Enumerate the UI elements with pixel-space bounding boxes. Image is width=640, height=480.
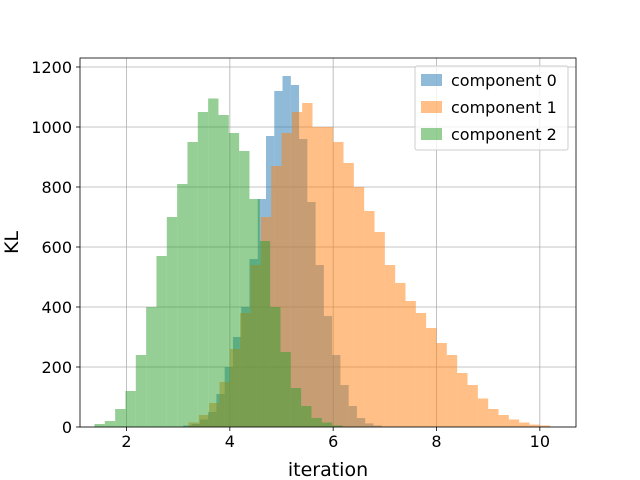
y-tick-label: 600 [41, 238, 72, 257]
histogram-bar [364, 211, 375, 427]
histogram-bar [332, 425, 343, 427]
histogram-bar [135, 355, 147, 427]
histogram-bar [312, 127, 323, 427]
histogram-bar [426, 328, 437, 427]
histogram-bar [125, 391, 136, 427]
legend-label: component 2 [451, 125, 557, 144]
y-tick-label: 1000 [31, 118, 72, 137]
histogram-bar [239, 151, 250, 427]
histogram-bar [343, 163, 354, 427]
histogram-bar [115, 409, 126, 427]
histogram-bar [321, 422, 333, 427]
histogram-bar [529, 424, 540, 427]
y-tick-label: 200 [41, 358, 72, 377]
histogram-bar [446, 355, 458, 427]
y-tick-label: 0 [62, 418, 72, 437]
x-tick-label: 6 [328, 432, 338, 451]
axis-ticks: 2 4 6 8 10 0 200 400 600 800 1000 1200 [31, 58, 550, 451]
histogram-bar [301, 406, 312, 427]
histogram-bar [405, 301, 416, 427]
histogram-bar [415, 313, 427, 427]
histogram-bar [290, 388, 302, 427]
y-axis-label: KL [1, 231, 23, 254]
histogram-bar [311, 418, 322, 427]
histogram-bar [187, 142, 198, 427]
histogram-bar [281, 133, 292, 427]
histogram-bar [259, 241, 271, 427]
histogram-bar [104, 421, 116, 427]
histogram-bar [271, 166, 282, 427]
y-tick-label: 400 [41, 298, 72, 317]
y-tick-label: 800 [41, 178, 72, 197]
histogram-bar [477, 398, 489, 427]
series-2-bars [94, 98, 343, 427]
histogram-bar [457, 373, 468, 427]
histogram-bar [208, 98, 219, 427]
histogram-bar [395, 283, 406, 427]
histogram-bar [333, 142, 344, 427]
histogram-bar [488, 409, 499, 427]
histogram-bar [94, 424, 105, 427]
histogram-bar [146, 307, 157, 427]
histogram-bar [177, 184, 188, 427]
histogram-bars [94, 76, 551, 427]
histogram-bar [197, 112, 209, 427]
histogram-bar [467, 385, 478, 427]
legend: component 0 component 1 component 2 [414, 65, 569, 151]
legend-label: component 1 [451, 98, 557, 117]
legend-label: component 0 [451, 71, 557, 90]
histogram-bar [291, 112, 303, 427]
legend-swatch [421, 128, 442, 140]
plot-frame [79, 57, 577, 428]
x-axis-label: iteration [288, 459, 368, 480]
legend-swatch [421, 101, 442, 113]
legend-box [414, 65, 569, 151]
histogram-bar [374, 232, 385, 427]
x-tick-label: 8 [431, 432, 441, 451]
histogram-bar [519, 422, 530, 427]
histogram-bar [353, 187, 365, 427]
histogram-bar [302, 103, 313, 427]
legend-swatch [421, 74, 442, 86]
x-tick-label: 4 [225, 432, 235, 451]
histogram-bar [322, 127, 334, 427]
histogram-bar [270, 307, 281, 427]
histogram-bar [218, 115, 229, 427]
histogram-bar [436, 343, 447, 427]
histogram-bar [498, 415, 509, 427]
x-tick-label: 2 [121, 432, 131, 451]
histogram-bar [249, 199, 260, 427]
histogram-bar [539, 425, 551, 427]
histogram-bar [280, 352, 291, 427]
x-tick-label: 10 [530, 432, 550, 451]
histogram-bar [156, 256, 167, 427]
histogram-bar [228, 133, 240, 427]
histogram-bar [166, 217, 178, 427]
histogram-bar [508, 419, 520, 427]
y-tick-label: 1200 [31, 58, 72, 77]
histogram-bar [384, 265, 396, 427]
